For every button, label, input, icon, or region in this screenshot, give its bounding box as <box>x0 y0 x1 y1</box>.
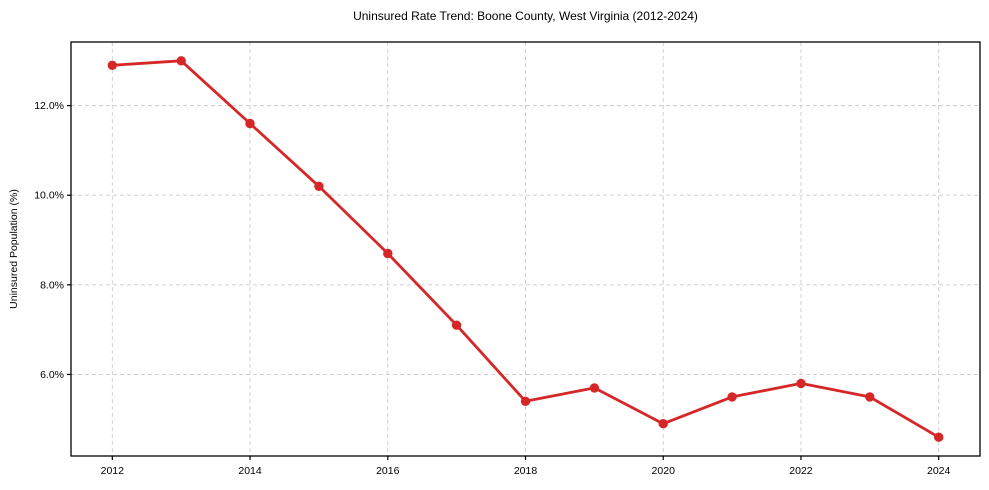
data-point-2016 <box>383 248 393 259</box>
y-tick-label: 10.0% <box>34 190 64 202</box>
x-tick-label: 2016 <box>376 465 400 477</box>
data-point-2022 <box>796 378 806 389</box>
x-tick-label: 2018 <box>514 465 538 477</box>
x-tick-label: 2012 <box>101 465 125 477</box>
data-point-2014 <box>245 118 255 129</box>
chart-title: Uninsured Rate Trend: Boone County, West… <box>353 9 698 23</box>
data-point-2018 <box>520 396 531 406</box>
x-tick-label: 2022 <box>789 465 813 477</box>
plot-border <box>70 41 981 457</box>
data-point-2024 <box>934 432 944 442</box>
data-point-2019 <box>589 383 600 393</box>
x-tick-label: 2024 <box>927 465 951 477</box>
x-tick-label: 2014 <box>238 465 262 477</box>
x-tick-label: 2020 <box>652 465 676 477</box>
data-point-2017 <box>451 320 462 330</box>
y-tick-label: 8.0% <box>40 279 64 291</box>
y-tick-label: 12.0% <box>34 100 64 112</box>
data-point-2023 <box>865 392 875 402</box>
data-point-2013 <box>176 56 186 66</box>
data-point-2015 <box>314 181 324 191</box>
data-point-2012 <box>107 60 118 70</box>
data-point-2021 <box>727 392 737 402</box>
data-point-2020 <box>658 419 668 429</box>
y-tick-label: 6.0% <box>40 369 64 381</box>
